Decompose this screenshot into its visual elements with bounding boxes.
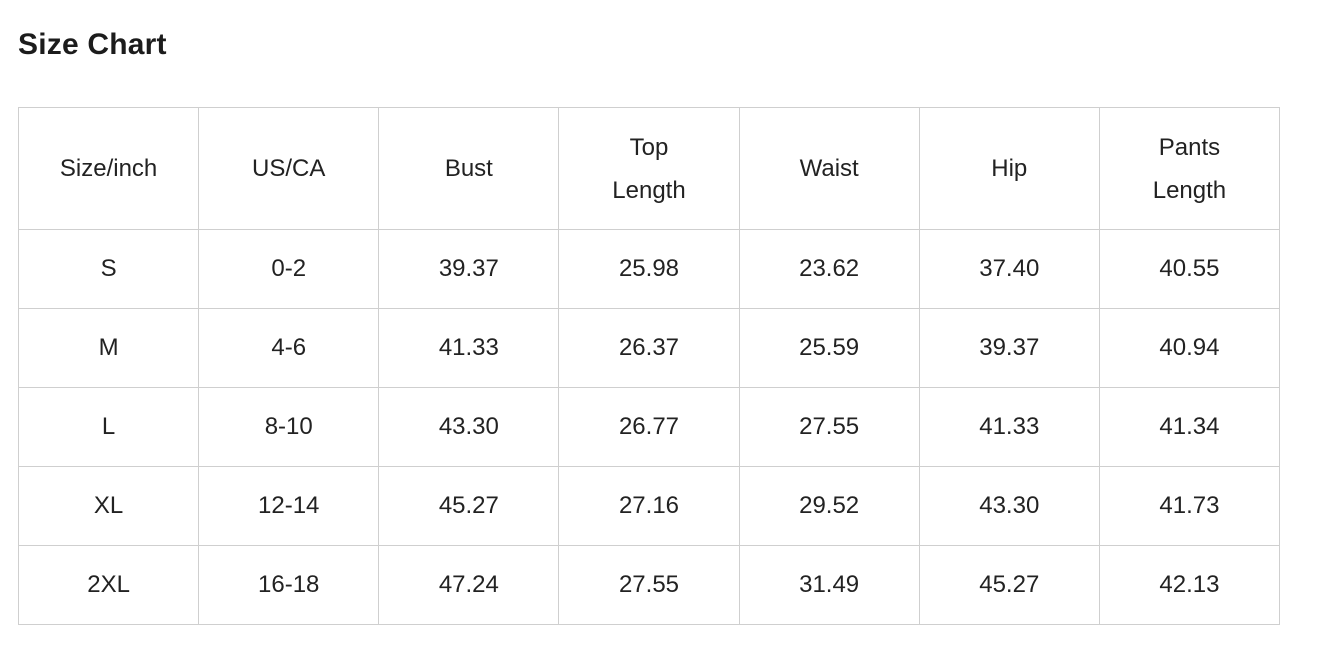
table-cell-m-waist: 25.59	[738, 308, 920, 388]
table-cell-s-top-length: 25.98	[558, 229, 740, 309]
table-cell-l-hip: 41.33	[918, 387, 1100, 467]
table-cell-s-us-ca: 0-2	[198, 229, 380, 309]
table-cell-2xl-size-inch: 2XL	[17, 545, 200, 625]
size-chart-body: S 0-2 39.37 25.98 23.62 37.40 40.55 M 4-6 41.33 26…	[17, 229, 1281, 625]
table-cell-s-size-inch: S	[17, 229, 200, 309]
size-chart-header: Size/inch US/CA Bust Top Length Waist Hip Pant…	[17, 107, 1281, 230]
table-cell-l-us-ca: 8-10	[198, 387, 380, 467]
table-cell-l-pants-length: 41.34	[1098, 387, 1281, 467]
table-row-2xl: 2XL 16-18 47.24 27.55 31.49 45.27 42.13	[17, 545, 1281, 625]
table-cell-xl-pants-length: 41.73	[1098, 466, 1281, 546]
table-cell-m-top-length: 26.37	[558, 308, 740, 388]
table-row-m: M 4-6 41.33 26.37 25.59 39.37 40.94	[17, 308, 1281, 388]
column-header-pants-length: Pants Length	[1098, 107, 1281, 230]
table-cell-xl-bust: 45.27	[378, 466, 560, 546]
table-cell-xl-hip: 43.30	[918, 466, 1100, 546]
table-cell-l-top-length: 26.77	[558, 387, 740, 467]
size-chart-table: Size/inch US/CA Bust Top Length Waist Hip Pant…	[17, 107, 1281, 625]
table-cell-xl-us-ca: 12-14	[198, 466, 380, 546]
table-cell-2xl-us-ca: 16-18	[198, 545, 380, 625]
table-cell-xl-top-length: 27.16	[558, 466, 740, 546]
table-cell-m-hip: 39.37	[918, 308, 1100, 388]
table-cell-m-us-ca: 4-6	[198, 308, 380, 388]
table-cell-2xl-hip: 45.27	[918, 545, 1100, 625]
table-cell-s-pants-length: 40.55	[1098, 229, 1281, 309]
column-header-waist: Waist	[738, 107, 920, 230]
table-cell-m-pants-length: 40.94	[1098, 308, 1281, 388]
column-header-size-inch: Size/inch	[17, 107, 200, 230]
table-cell-2xl-pants-length: 42.13	[1098, 545, 1281, 625]
table-cell-xl-size-inch: XL	[17, 466, 200, 546]
column-header-top-length: Top Length	[558, 107, 740, 230]
page-title: Size Chart	[18, 28, 167, 61]
table-cell-l-waist: 27.55	[738, 387, 920, 467]
table-cell-s-waist: 23.62	[738, 229, 920, 309]
table-cell-2xl-waist: 31.49	[738, 545, 920, 625]
table-cell-2xl-top-length: 27.55	[558, 545, 740, 625]
header-row: Size/inch US/CA Bust Top Length Waist Hip Pant…	[17, 107, 1281, 230]
table-row-xl: XL 12-14 45.27 27.16 29.52 43.30 41.73	[17, 466, 1281, 546]
table-cell-m-bust: 41.33	[378, 308, 560, 388]
table-cell-s-hip: 37.40	[918, 229, 1100, 309]
table-row-l: L 8-10 43.30 26.77 27.55 41.33 41.34	[17, 387, 1281, 467]
column-header-bust: Bust	[378, 107, 560, 230]
column-header-hip: Hip	[918, 107, 1100, 230]
table-cell-s-bust: 39.37	[378, 229, 560, 309]
table-cell-xl-waist: 29.52	[738, 466, 920, 546]
table-cell-l-bust: 43.30	[378, 387, 560, 467]
column-header-us-ca: US/CA	[198, 107, 380, 230]
table-row-s: S 0-2 39.37 25.98 23.62 37.40 40.55	[17, 229, 1281, 309]
table-cell-2xl-bust: 47.24	[378, 545, 560, 625]
table-cell-m-size-inch: M	[17, 308, 200, 388]
table-cell-l-size-inch: L	[17, 387, 200, 467]
